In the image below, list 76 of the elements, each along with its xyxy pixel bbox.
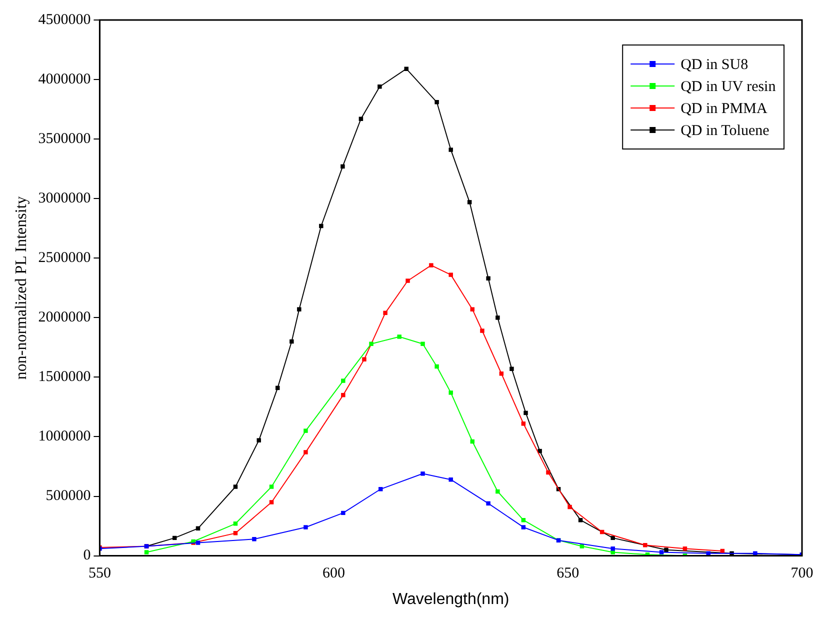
point [252,537,256,542]
point [434,364,439,369]
point [659,550,664,554]
point [362,357,366,362]
point [434,100,439,104]
point [448,148,453,152]
point [486,276,490,280]
point [319,224,324,228]
point [341,392,346,398]
y-tick-label: 3000000 [38,190,91,207]
point [480,328,484,333]
y-tick-label: 1500000 [38,369,91,386]
point [496,316,500,320]
point [580,544,584,548]
point [448,272,453,277]
point [448,390,453,395]
legend-label: QD in SU8 [680,56,748,73]
point [486,501,490,506]
point [406,278,410,283]
point [664,548,668,552]
y-tick-label: 2000000 [38,310,91,326]
point [358,116,364,121]
point [269,484,274,489]
point [524,410,528,416]
point [196,540,200,545]
point [378,84,382,89]
point [304,450,308,454]
point [521,525,526,530]
y-tick-label: 2500000 [38,250,91,266]
point [610,546,615,551]
point [341,510,346,516]
point [546,470,550,475]
point [341,378,346,383]
point [510,366,514,371]
x-axis-title: Wavelength(nm) [392,590,510,608]
point [470,307,475,312]
point [144,550,149,554]
legend-label: QD in Toluene [680,122,770,139]
y-tick-label: 3500000 [38,131,91,148]
point [369,342,374,346]
point [610,536,615,540]
y-tick-label: 500000 [46,488,91,504]
point [297,307,302,312]
point [383,310,388,316]
point [256,438,262,442]
point [233,484,238,489]
point [420,342,425,346]
point [404,66,408,71]
legend-label: QD in UV resin [680,78,776,95]
y-tick-label: 1000000 [38,428,91,445]
point [643,542,648,548]
point [397,334,402,339]
point [233,531,238,536]
y-axis-title: non-normalized PL Intensity [12,196,30,380]
point [467,200,472,204]
legend-label: QD in PMMA [680,100,768,117]
point [568,504,572,510]
point [233,522,238,526]
point [304,428,308,433]
x-tick-label: 650 [556,566,580,582]
y-tick-label: 4000000 [38,71,91,88]
x-tick-label: 550 [88,566,111,582]
point [496,489,500,494]
point [682,546,688,551]
point [269,500,274,504]
point [448,477,453,482]
point [340,164,345,169]
x-tick-label: 600 [322,566,346,582]
point [420,472,425,476]
point [429,263,434,268]
point [521,422,526,426]
point [290,339,294,344]
x-tick-label: 700 [790,566,814,582]
point [304,525,308,530]
y-tick-label: 0 [83,548,91,564]
y-tick-label: 4500000 [38,12,91,28]
